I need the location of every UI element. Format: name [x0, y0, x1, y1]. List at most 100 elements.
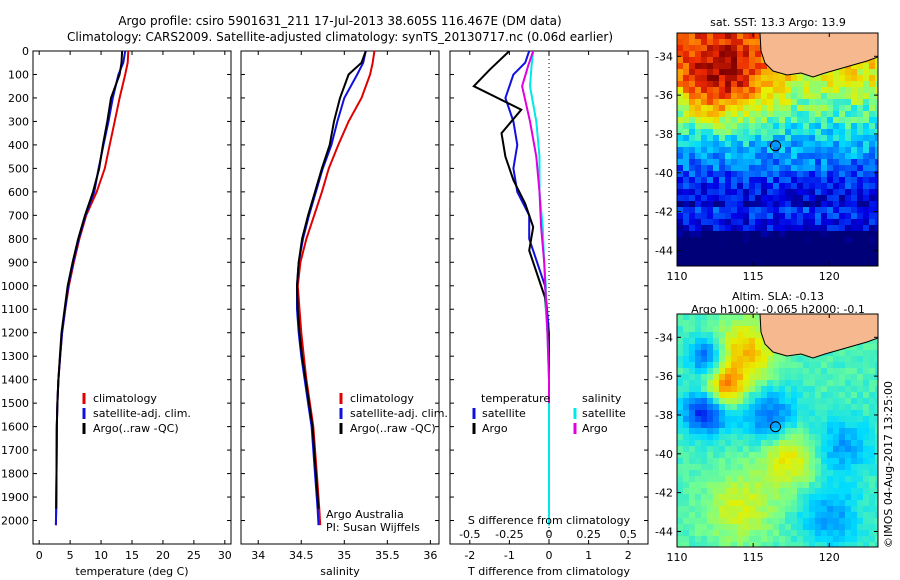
sst-cell	[677, 189, 683, 195]
sla-cell	[833, 524, 839, 530]
sla-cell	[815, 482, 821, 488]
sla-cell	[725, 350, 731, 356]
sla-cell	[833, 434, 839, 440]
sla-cell	[869, 548, 875, 554]
sla-cell	[797, 548, 803, 554]
sla-cell	[827, 524, 833, 530]
sst-cell	[731, 159, 737, 165]
sst-cell	[719, 225, 725, 231]
sla-cell	[689, 530, 695, 536]
sla-cell	[749, 536, 755, 542]
sst-cell	[875, 237, 878, 243]
sst-cell	[815, 99, 821, 105]
sla-cell	[851, 398, 857, 404]
sst-cell	[701, 237, 707, 243]
sla-cell	[749, 518, 755, 524]
sla-cell	[821, 446, 827, 452]
sst-cell	[701, 33, 707, 39]
sla-cell	[839, 416, 845, 422]
sst-cell	[827, 75, 833, 81]
sst-cell	[827, 213, 833, 219]
sla-cell	[815, 404, 821, 410]
series-line-argo-raw-qc-	[55, 51, 124, 509]
sst-cell	[689, 231, 695, 237]
sst-cell	[695, 135, 701, 141]
sst-cell	[689, 57, 695, 63]
sst-cell	[713, 111, 719, 117]
sla-cell	[755, 434, 761, 440]
sst-cell	[737, 147, 743, 153]
sla-cell	[731, 512, 737, 518]
sla-cell	[767, 386, 773, 392]
sst-cell	[857, 249, 863, 255]
sla-cell	[869, 344, 875, 350]
sla-cell	[731, 326, 737, 332]
sla-cell	[767, 392, 773, 398]
sla-cell	[701, 398, 707, 404]
sla-cell	[749, 392, 755, 398]
sla-cell	[689, 434, 695, 440]
sla-cell	[713, 464, 719, 470]
map-lon-label: 120	[819, 270, 840, 283]
sla-cell	[695, 470, 701, 476]
sla-cell	[731, 458, 737, 464]
sla-cell	[701, 548, 707, 554]
sla-cell	[869, 434, 875, 440]
sla-cell	[785, 506, 791, 512]
sst-cell	[737, 165, 743, 171]
sla-cell	[731, 332, 737, 338]
sla-cell	[821, 398, 827, 404]
sst-cell	[869, 237, 875, 243]
sla-cell	[875, 428, 878, 434]
sla-cell	[737, 506, 743, 512]
sla-cell	[797, 476, 803, 482]
sst-cell	[779, 243, 785, 249]
sst-cell	[809, 225, 815, 231]
sla-cell	[695, 524, 701, 530]
sst-cell	[695, 243, 701, 249]
sla-cell	[839, 536, 845, 542]
sla-cell	[833, 494, 839, 500]
sla-cell	[719, 350, 725, 356]
sla-cell	[833, 482, 839, 488]
sla-cell	[713, 326, 719, 332]
sst-cell	[767, 165, 773, 171]
sla-cell	[689, 524, 695, 530]
sst-cell	[773, 117, 779, 123]
sst-cell	[737, 75, 743, 81]
sst-cell	[743, 207, 749, 213]
sla-cell	[737, 500, 743, 506]
sla-cell	[725, 488, 731, 494]
sla-cell	[737, 446, 743, 452]
sst-cell	[749, 153, 755, 159]
sla-cell	[677, 542, 683, 547]
sst-cell	[779, 213, 785, 219]
sst-cell	[839, 75, 845, 81]
sla-cell	[803, 446, 809, 452]
sst-cell	[731, 237, 737, 243]
sla-cell	[773, 494, 779, 500]
sla-cell	[815, 530, 821, 536]
sst-cell	[851, 177, 857, 183]
sst-cell	[827, 219, 833, 225]
sst-cell	[791, 195, 797, 201]
sla-map: Altim. SLA: -0.13 Argo h1000: -0.065 h20…	[655, 290, 879, 564]
sst-cell	[725, 117, 731, 123]
sst-cell	[785, 129, 791, 135]
sst-cell	[839, 99, 845, 105]
sst-cell	[857, 69, 863, 75]
sla-cell	[719, 380, 725, 386]
sst-cell	[731, 243, 737, 249]
sst-cell	[833, 75, 839, 81]
sst-cell	[701, 63, 707, 69]
sst-cell	[713, 87, 719, 93]
sst-cell	[797, 237, 803, 243]
sla-cell	[863, 530, 869, 536]
sst-cell	[761, 135, 767, 141]
sst-cell	[869, 93, 875, 99]
sst-cell	[791, 159, 797, 165]
sla-cell	[875, 440, 878, 446]
sla-cell	[815, 536, 821, 542]
sst-cell	[791, 111, 797, 117]
sst-cell	[713, 267, 719, 273]
